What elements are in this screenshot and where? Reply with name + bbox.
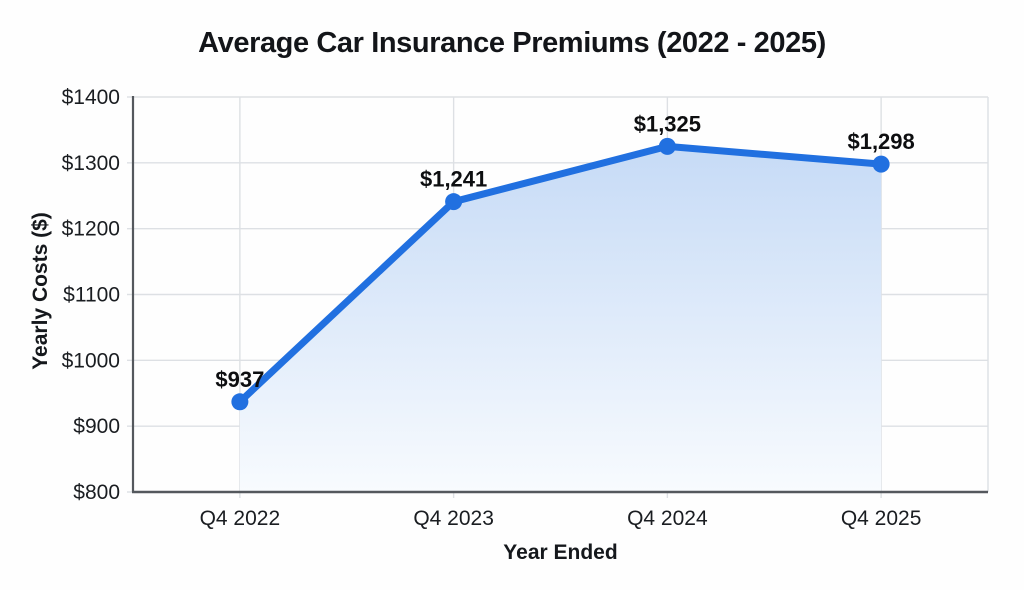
y-tick-label: $1400 (62, 86, 120, 109)
data-point-label: $937 (215, 367, 264, 392)
chart-title: Average Car Insurance Premiums (2022 - 2… (198, 27, 826, 59)
data-point-label: $1,298 (847, 129, 914, 154)
area-fill (239, 146, 882, 492)
y-tick-label: $1200 (62, 218, 120, 241)
y-tick-label: $1100 (63, 284, 120, 307)
data-point (231, 393, 249, 411)
y-tick-label: $1000 (62, 349, 120, 372)
x-axis-title: Year Ended (503, 541, 618, 564)
x-tick-label: Q4 2023 (413, 507, 494, 530)
x-tick-label: Q4 2025 (841, 507, 922, 530)
data-point-label: $1,325 (634, 111, 701, 136)
data-point (445, 193, 463, 211)
y-tick-label: $1300 (62, 152, 120, 175)
x-tick-label: Q4 2022 (200, 507, 281, 530)
x-tick-label: Q4 2024 (627, 507, 708, 530)
y-tick-label: $800 (73, 481, 120, 504)
data-point-label: $1,241 (420, 167, 487, 192)
data-point (872, 155, 890, 173)
data-line (236, 142, 885, 406)
y-tick-label: $900 (73, 415, 120, 438)
data-point (658, 137, 676, 155)
